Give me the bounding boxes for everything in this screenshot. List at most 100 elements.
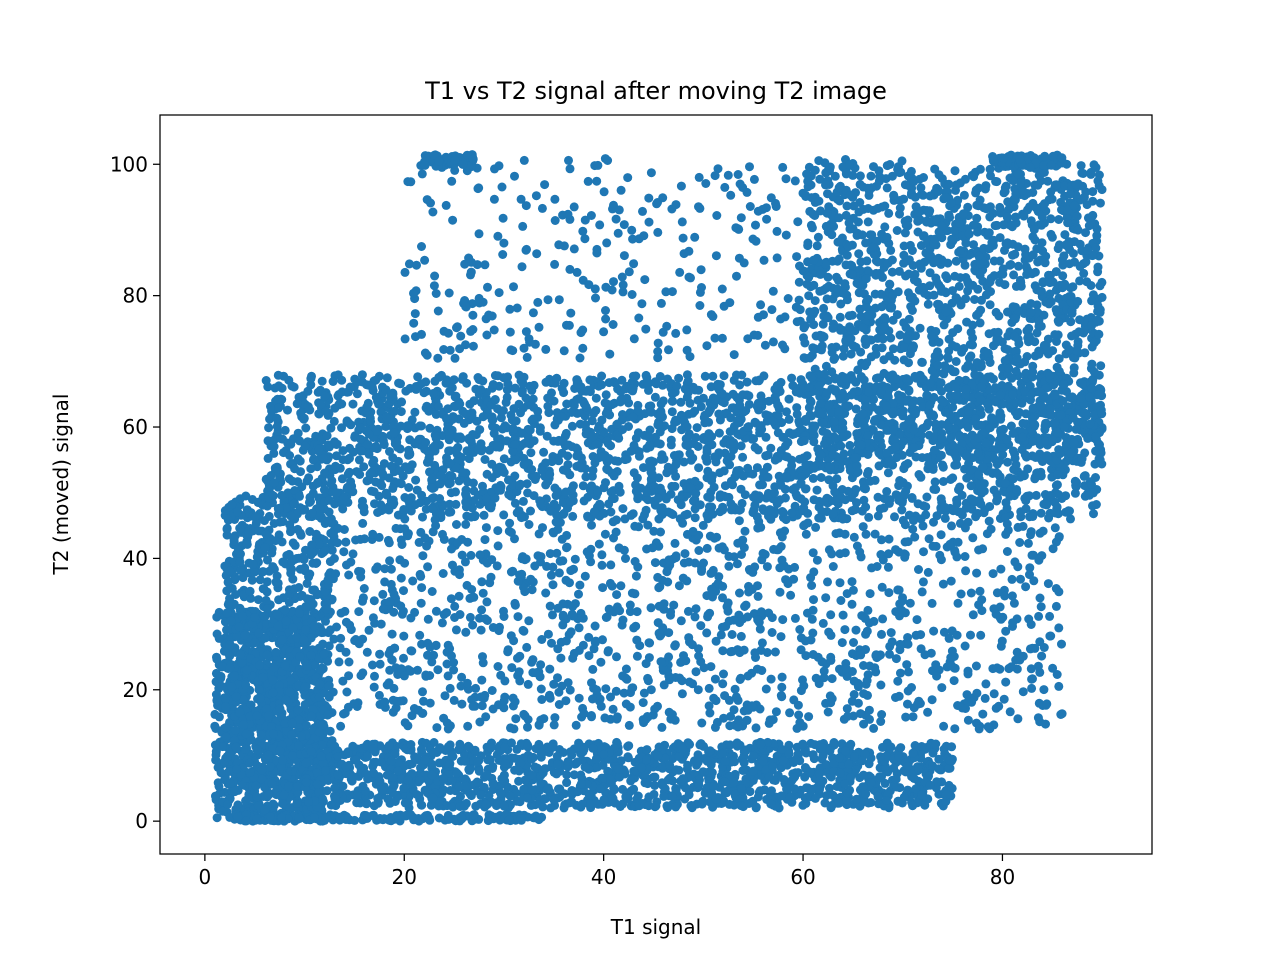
scatter-point — [854, 249, 864, 259]
scatter-point — [518, 496, 528, 506]
scatter-point — [666, 508, 676, 518]
scatter-point — [390, 406, 400, 416]
scatter-point — [362, 402, 372, 412]
scatter-point — [216, 768, 226, 778]
scatter-point — [246, 593, 256, 603]
scatter-point — [655, 411, 665, 421]
scatter-point — [236, 566, 246, 575]
scatter-point — [246, 700, 256, 710]
scatter-point — [234, 622, 244, 632]
scatter-point — [504, 489, 514, 499]
scatter-point — [304, 571, 314, 581]
scatter-point — [601, 390, 611, 400]
scatter-point — [262, 501, 272, 511]
scatter-point — [983, 348, 993, 358]
scatter-point — [260, 543, 270, 553]
scatter-point — [1085, 392, 1094, 402]
scatter-point — [890, 512, 899, 522]
scatter-point — [317, 720, 327, 730]
scatter-point — [565, 496, 575, 506]
scatter-point — [535, 423, 545, 433]
scatter-point — [899, 464, 909, 474]
scatter-point — [597, 452, 607, 462]
scatter-point — [821, 361, 831, 371]
scatter-point — [784, 394, 794, 404]
scatter-point — [812, 485, 822, 495]
scatter-point — [286, 511, 296, 521]
scatter-point — [865, 476, 875, 486]
scatter-point — [704, 406, 714, 416]
scatter-point — [962, 317, 972, 327]
scatter-point — [644, 385, 653, 395]
scatter-point — [480, 455, 490, 464]
scatter-point — [325, 726, 335, 736]
scatter-point — [214, 712, 224, 722]
scatter-point — [300, 682, 310, 692]
scatter-point — [381, 504, 391, 514]
scatter-point — [593, 424, 603, 434]
scatter-point — [353, 468, 363, 477]
scatter-point — [302, 579, 312, 588]
scatter-point — [216, 671, 226, 681]
scatter-points — [210, 150, 1107, 826]
scatter-point — [1051, 481, 1061, 491]
scatter-point — [705, 493, 715, 503]
scatter-point — [809, 495, 819, 505]
scatter-point — [966, 351, 976, 361]
scatter-point — [581, 402, 591, 412]
scatter-point — [718, 505, 728, 515]
scatter-point — [809, 437, 819, 447]
scatter-point — [645, 440, 655, 450]
scatter-point — [1042, 500, 1052, 510]
scatter-point — [312, 479, 322, 488]
scatter-point — [642, 487, 652, 497]
scatter-point — [429, 388, 438, 398]
scatter-point — [212, 612, 222, 622]
scatter-point — [836, 441, 846, 451]
scatter-point — [443, 404, 453, 414]
scatter-point — [743, 422, 753, 432]
scatter-point — [915, 323, 925, 333]
scatter-point — [850, 504, 860, 514]
scatter-point — [728, 389, 738, 399]
scatter-point — [951, 256, 961, 266]
scatter-point — [433, 401, 443, 411]
scatter-point — [370, 499, 379, 509]
scatter-point — [211, 791, 220, 801]
scatter-point — [628, 371, 638, 381]
scatter-point — [225, 651, 235, 661]
scatter-point — [930, 164, 940, 174]
scatter-point — [1024, 323, 1034, 333]
scatter-point — [995, 390, 1005, 400]
scatter-point — [750, 442, 760, 452]
scatter-point — [317, 665, 326, 675]
scatter-point — [653, 494, 663, 503]
scatter-point — [1087, 342, 1097, 352]
scatter-point — [567, 421, 577, 431]
scatter-point — [986, 372, 996, 382]
scatter-point — [1065, 506, 1074, 516]
scatter-point — [772, 498, 782, 508]
scatter-point — [304, 473, 314, 483]
scatter-point — [498, 424, 507, 434]
scatter-point — [1018, 418, 1028, 428]
scatter-point — [270, 383, 280, 393]
scatter-point — [1000, 356, 1010, 366]
scatter-point — [292, 399, 302, 409]
scatter-point — [1091, 500, 1101, 509]
scatter-point — [883, 468, 893, 478]
scatter-point — [1095, 281, 1105, 291]
scatter-point — [301, 423, 311, 433]
scatter-point — [229, 534, 239, 544]
scatter-point — [517, 513, 526, 523]
scatter-point — [911, 452, 921, 462]
scatter-point — [400, 462, 410, 472]
scatter-point — [588, 465, 598, 475]
scatter-point — [968, 495, 978, 505]
scatter-point — [753, 398, 763, 408]
scatter-point — [235, 557, 245, 567]
scatter-point — [518, 378, 528, 388]
scatter-point — [424, 406, 434, 416]
scatter-point — [647, 469, 657, 479]
scatter-point — [776, 480, 786, 490]
